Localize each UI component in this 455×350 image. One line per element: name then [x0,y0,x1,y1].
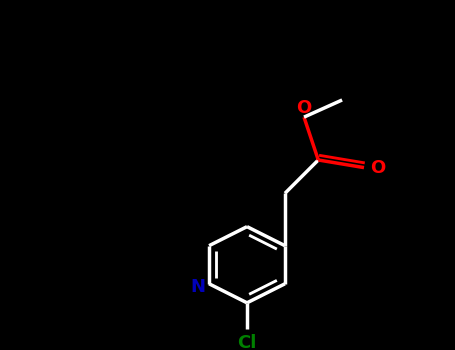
Text: O: O [296,99,312,117]
Text: O: O [370,159,385,177]
Text: Cl: Cl [238,334,257,350]
Text: N: N [190,278,205,296]
